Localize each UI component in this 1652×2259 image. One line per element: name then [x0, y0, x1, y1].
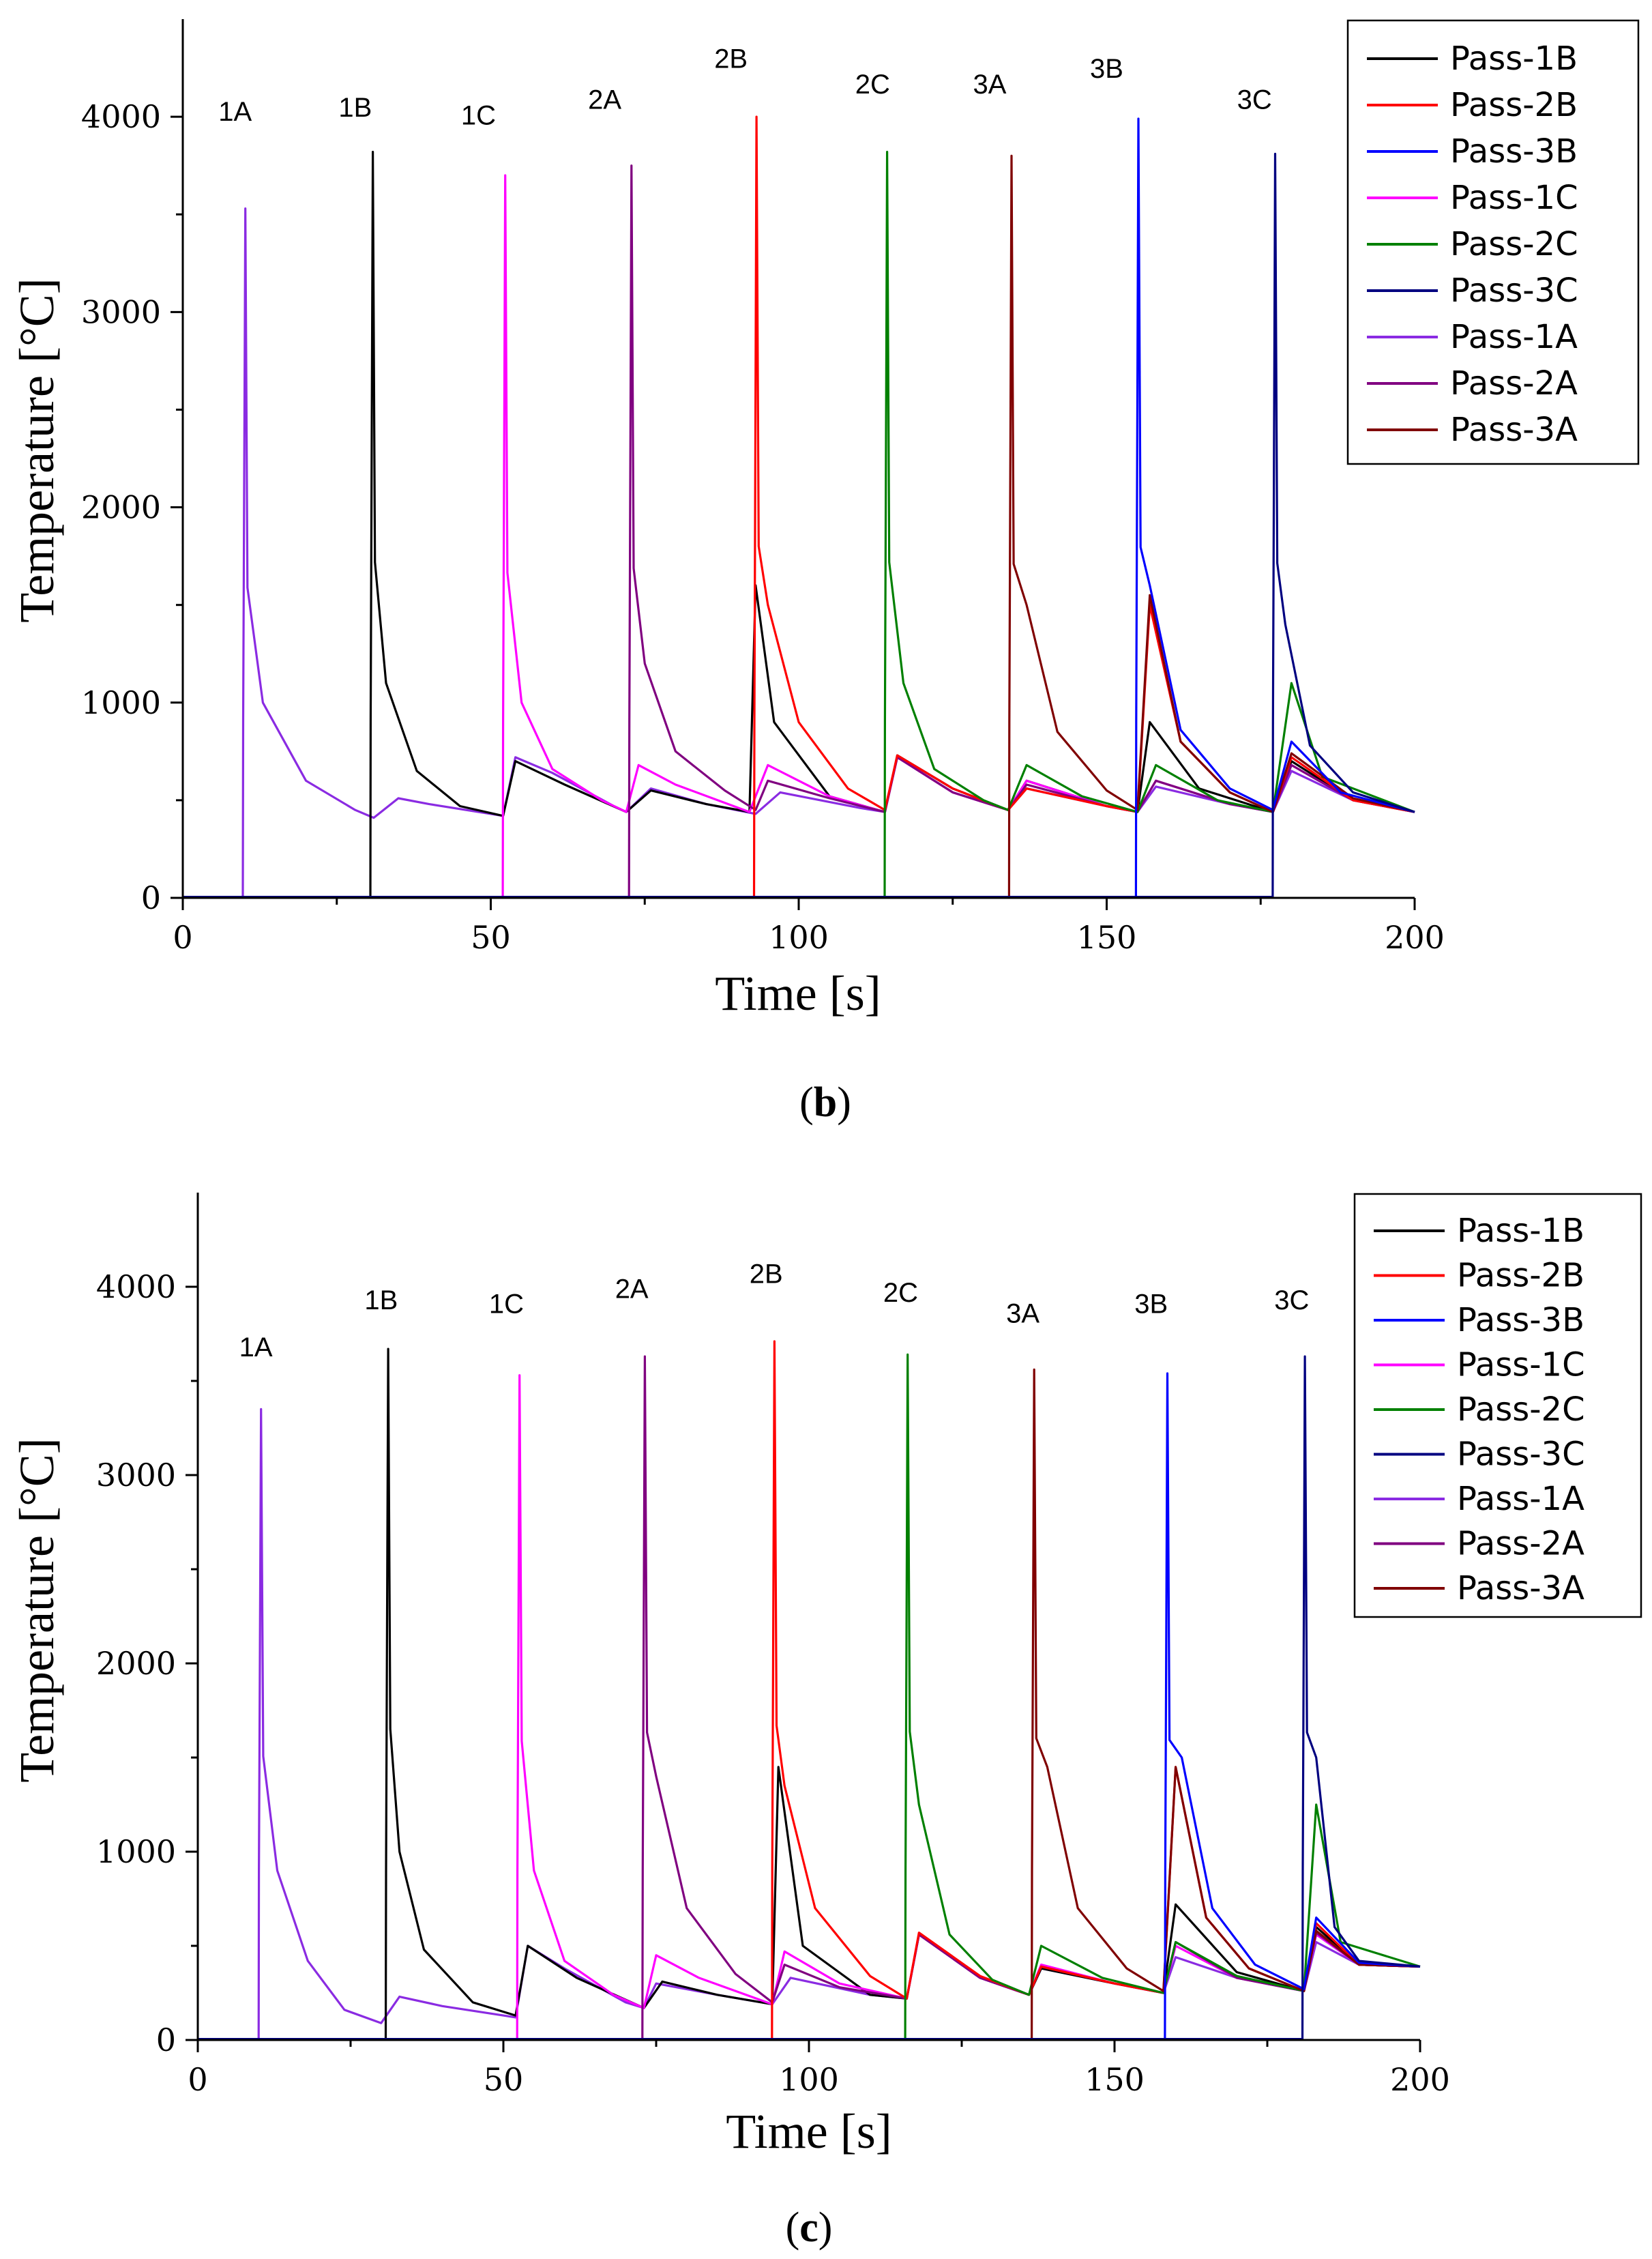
panel-label-c: (c) — [786, 2204, 833, 2251]
series-pass-1b — [183, 151, 1415, 899]
legend-label-pass-1c: Pass-1C — [1457, 1346, 1585, 1384]
series-pass-2c — [198, 1353, 1421, 2041]
series-pass-3c — [198, 1355, 1421, 2041]
y-axis-title-c: Temperature [°C] — [10, 1438, 64, 1783]
peak-label-2b: 2B — [750, 1259, 783, 1289]
legend-label-pass-3b: Pass-3B — [1457, 1301, 1584, 1339]
peak-label-3b: 3B — [1090, 54, 1123, 84]
y-tick-label: 2000 — [81, 489, 161, 526]
x-tick-label: 100 — [779, 2061, 839, 2098]
legend-label-pass-1b: Pass-1B — [1457, 1212, 1584, 1250]
legend-c: Pass-1B Pass-2B Pass-3B Pass-1C Pass-2C Pass-… — [1353, 1193, 1642, 1618]
x-tick-label: 50 — [484, 2061, 524, 2098]
series-pass-2c — [183, 151, 1415, 899]
legend-items-b: Pass-1B Pass-2B Pass-3B Pass-1C Pass-2C Pass-… — [1367, 40, 1578, 449]
series-pass-3b — [198, 1372, 1421, 2041]
series-pass-3c — [183, 152, 1415, 899]
series-pass-3b — [183, 117, 1415, 899]
series-pass-2a — [198, 1355, 1421, 2041]
series-pass-2b — [198, 1340, 1421, 2041]
legend-label-pass-3b: Pass-3B — [1450, 132, 1578, 171]
peak-label-1c: 1C — [489, 1289, 524, 1320]
x-tick-label: 50 — [471, 919, 511, 956]
x-axis-title-c: Time [s] — [726, 2104, 891, 2159]
legend-label-pass-3a: Pass-3A — [1450, 411, 1578, 449]
peak-label-2c: 2C — [855, 70, 890, 100]
y-tick-label: 4000 — [96, 1268, 176, 1305]
peak-label-1a: 1A — [218, 97, 252, 127]
legend-box-b — [1346, 19, 1640, 465]
peak-label-3c: 3C — [1274, 1285, 1309, 1315]
x-tick-label: 200 — [1390, 2061, 1450, 2098]
legend-items-c: Pass-1B Pass-2B Pass-3B Pass-1C Pass-2C Pass-… — [1374, 1212, 1585, 1607]
peak-label-2b: 2B — [714, 44, 748, 74]
legend-label-pass-3c: Pass-3C — [1450, 272, 1578, 310]
axes-c — [196, 1193, 1420, 2041]
peak-label-2a: 2A — [615, 1274, 649, 1305]
x-tick-label: 200 — [1385, 919, 1445, 956]
x-axis-title-b: Time [s] — [715, 966, 881, 1021]
peak-labels-b: 1A 1B 1C 2A 2B 2C 3A 3B 3C — [218, 44, 1272, 131]
peak-label-1b: 1B — [364, 1285, 398, 1315]
y-tick-label: 3000 — [81, 293, 161, 330]
legend-label-pass-2a: Pass-2A — [1450, 364, 1578, 403]
peak-label-1c: 1C — [461, 101, 496, 131]
y-tick-label: 2000 — [96, 1645, 176, 1682]
legend-label-pass-3c: Pass-3C — [1457, 1435, 1585, 1474]
x-tick-label: 150 — [1085, 2061, 1145, 2098]
y-axis-title-b: Temperature [°C] — [10, 278, 64, 623]
y-tick-label: 0 — [141, 879, 161, 916]
legend-label-pass-2c: Pass-2C — [1457, 1390, 1585, 1429]
peak-label-3a: 3A — [973, 70, 1006, 100]
peak-label-3a: 3A — [1006, 1298, 1039, 1328]
peak-labels-c: 1A 1B 1C 2A 2B 2C 3A 3B 3C — [239, 1259, 1310, 1362]
legend-b: Pass-1B Pass-2B Pass-3B Pass-1C Pass-2C Pass-… — [1346, 19, 1640, 465]
y-tick-label: 1000 — [96, 1833, 176, 1870]
series-pass-1a — [183, 207, 1415, 899]
x-tick-label: 150 — [1077, 919, 1137, 956]
legend-label-pass-1a: Pass-1A — [1457, 1480, 1584, 1518]
legend-label-pass-2b: Pass-2B — [1457, 1257, 1584, 1295]
series-pass-1b — [198, 1347, 1421, 2041]
y-tick-label: 1000 — [81, 684, 161, 721]
y-tick-label: 0 — [156, 2022, 176, 2058]
x-tick-label: 0 — [188, 2061, 207, 2098]
legend-label-pass-1b: Pass-1B — [1450, 40, 1578, 78]
series-layer-c — [198, 1340, 1421, 2041]
peak-label-1a: 1A — [239, 1332, 273, 1362]
y-tick-label: 4000 — [81, 98, 161, 135]
peak-label-3c: 3C — [1237, 85, 1272, 115]
x-tick-label: 100 — [769, 919, 829, 956]
legend-label-pass-1a: Pass-1A — [1450, 318, 1578, 356]
series-pass-3a — [183, 154, 1415, 899]
legend-box-c — [1353, 1193, 1642, 1618]
legend-label-pass-3a: Pass-3A — [1457, 1569, 1584, 1607]
axes-b — [181, 19, 1415, 899]
legend-label-pass-2c: Pass-2C — [1450, 225, 1578, 263]
panel-label-b: (b) — [799, 1079, 851, 1126]
peak-label-3b: 3B — [1134, 1289, 1168, 1320]
x-tick-label: 0 — [173, 919, 192, 956]
legend-label-pass-1c: Pass-1C — [1450, 179, 1578, 217]
legend-label-pass-2b: Pass-2B — [1450, 86, 1578, 124]
peak-label-2a: 2A — [588, 85, 621, 115]
peak-label-1b: 1B — [338, 93, 372, 123]
y-tick-label: 3000 — [96, 1457, 176, 1493]
peak-label-2c: 2C — [883, 1278, 918, 1308]
series-layer-b — [183, 115, 1415, 899]
legend-label-pass-2a: Pass-2A — [1457, 1525, 1584, 1563]
series-pass-1a — [198, 1408, 1421, 2041]
series-pass-3a — [198, 1368, 1421, 2041]
